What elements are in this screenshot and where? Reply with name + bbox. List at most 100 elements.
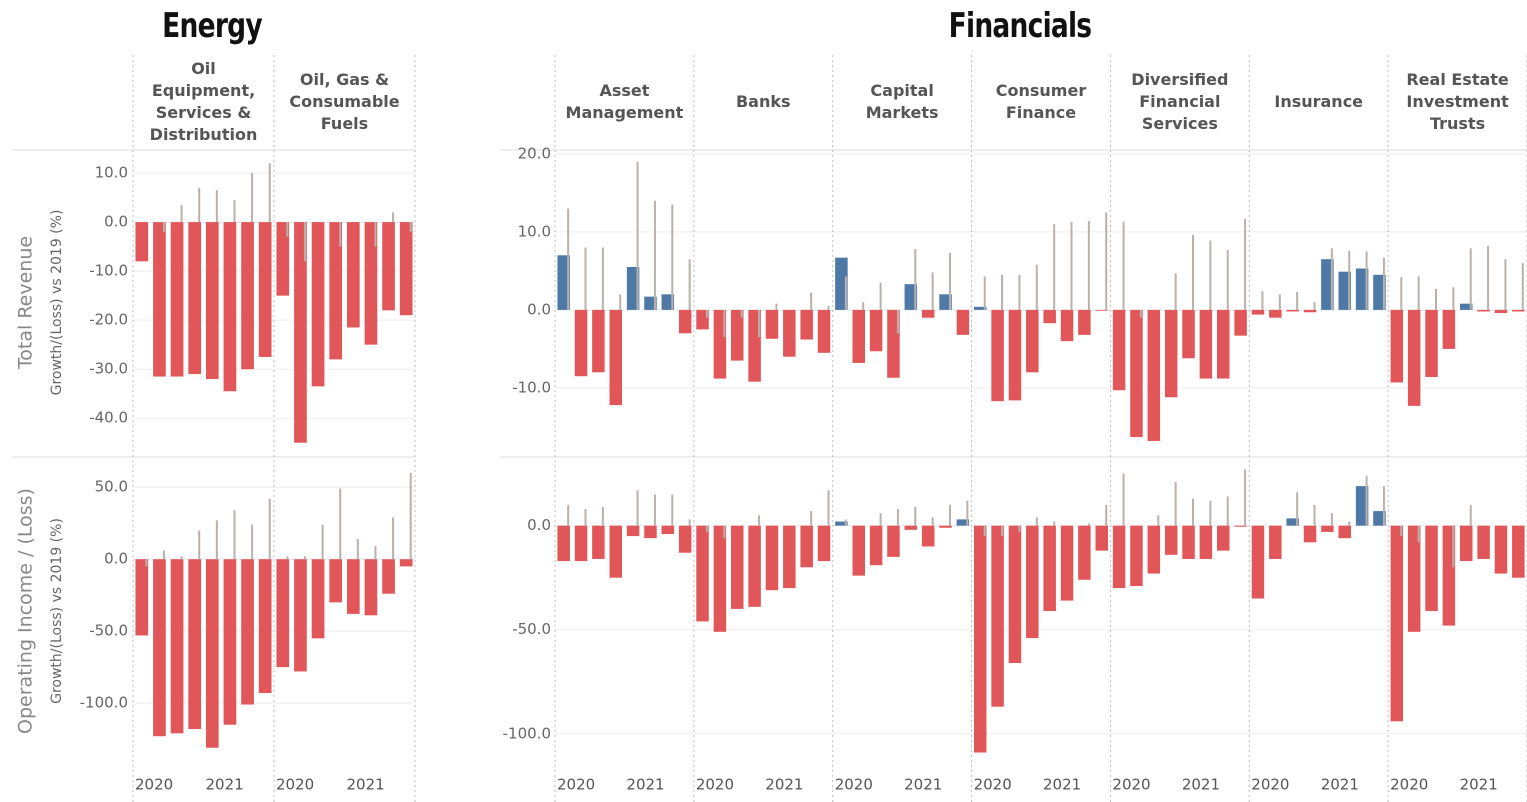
bar	[1338, 271, 1351, 310]
bar	[991, 309, 1004, 402]
reference-line	[636, 490, 639, 526]
bar	[783, 525, 796, 589]
bar	[626, 525, 640, 537]
bar	[731, 525, 744, 609]
reference-line	[567, 504, 570, 526]
reference-line	[374, 222, 377, 247]
x-tick-label: 2021	[626, 776, 664, 794]
bar	[1338, 525, 1351, 539]
x-tick-label: 2020	[1112, 776, 1150, 794]
bar	[1147, 309, 1161, 441]
reference-line	[162, 550, 165, 560]
bar	[1008, 525, 1022, 664]
reference-line	[1400, 525, 1403, 537]
bar	[574, 309, 588, 377]
reference-line	[653, 494, 656, 526]
reference-line	[251, 173, 254, 223]
bar	[1043, 525, 1056, 611]
reference-line	[1174, 481, 1177, 526]
reference-line	[1382, 257, 1385, 310]
reference-line	[740, 309, 743, 318]
reference-line	[862, 302, 865, 310]
bar	[557, 525, 570, 562]
bar	[170, 222, 184, 377]
bar	[835, 521, 848, 526]
bar	[1251, 525, 1265, 599]
reference-line	[1139, 309, 1142, 318]
reference-line	[1296, 291, 1299, 310]
reference-line	[198, 530, 201, 560]
bar	[223, 222, 237, 392]
x-tick-label: 2021	[765, 776, 803, 794]
bar	[294, 222, 307, 443]
reference-line	[1035, 264, 1038, 310]
bar	[205, 559, 219, 748]
bar	[1217, 309, 1230, 379]
bar	[974, 306, 987, 310]
reference-line	[1417, 525, 1420, 543]
reference-line	[1313, 504, 1316, 526]
reference-line	[180, 556, 183, 560]
reference-line	[966, 500, 969, 526]
reference-line	[1313, 302, 1316, 310]
reference-line	[1487, 245, 1490, 310]
reference-line	[879, 282, 882, 310]
bar	[346, 222, 360, 328]
bar	[1512, 525, 1525, 578]
bar	[939, 525, 952, 528]
reference-line	[145, 559, 148, 567]
bar	[1008, 309, 1022, 401]
y-tick-label: -50.0	[89, 622, 128, 640]
reference-line	[758, 515, 761, 526]
reference-line	[983, 276, 986, 310]
axis-title: Total Revenue	[15, 236, 37, 370]
bar	[223, 559, 237, 725]
reference-line	[601, 247, 604, 310]
reference-line	[1192, 498, 1195, 526]
bar	[748, 525, 761, 607]
bar	[592, 309, 605, 373]
bar	[678, 525, 692, 553]
bar	[1373, 274, 1386, 310]
reference-line	[636, 161, 639, 310]
reference-line	[1521, 263, 1524, 310]
reference-line	[1105, 212, 1108, 310]
x-tick-label: 2021	[1460, 776, 1498, 794]
bar	[276, 222, 290, 296]
bar	[713, 309, 727, 379]
reference-line	[1244, 469, 1247, 526]
bar	[1425, 309, 1438, 377]
bar	[1373, 511, 1386, 526]
bar	[852, 525, 865, 576]
x-tick-label: 2021	[1182, 776, 1220, 794]
reference-line	[1087, 220, 1090, 310]
bar	[1407, 309, 1421, 406]
reference-line	[1070, 221, 1073, 310]
bar	[258, 222, 272, 357]
reference-line	[1469, 504, 1472, 526]
bar	[1355, 268, 1369, 310]
reference-line	[1053, 224, 1056, 310]
bar	[1494, 525, 1508, 574]
y-tick-label: -40.0	[89, 409, 128, 427]
bar	[1286, 309, 1299, 312]
reference-line	[1244, 218, 1247, 310]
reference-line	[584, 509, 587, 526]
x-tick-label: 2020	[696, 776, 734, 794]
bar	[135, 559, 149, 636]
bar	[1095, 309, 1108, 311]
bar	[1512, 309, 1525, 312]
bar	[609, 309, 622, 406]
reference-line	[392, 212, 395, 223]
panel-name: Real Estate Investment Trusts	[1406, 70, 1509, 133]
bar	[783, 309, 796, 357]
bar	[1060, 525, 1074, 601]
reference-line	[1001, 274, 1004, 310]
reference-line	[810, 511, 813, 526]
reference-line	[1365, 251, 1368, 310]
reference-line	[1348, 521, 1351, 526]
bar	[329, 222, 343, 360]
reference-line	[584, 247, 587, 310]
reference-line	[1452, 287, 1455, 310]
reference-line	[1417, 276, 1420, 310]
